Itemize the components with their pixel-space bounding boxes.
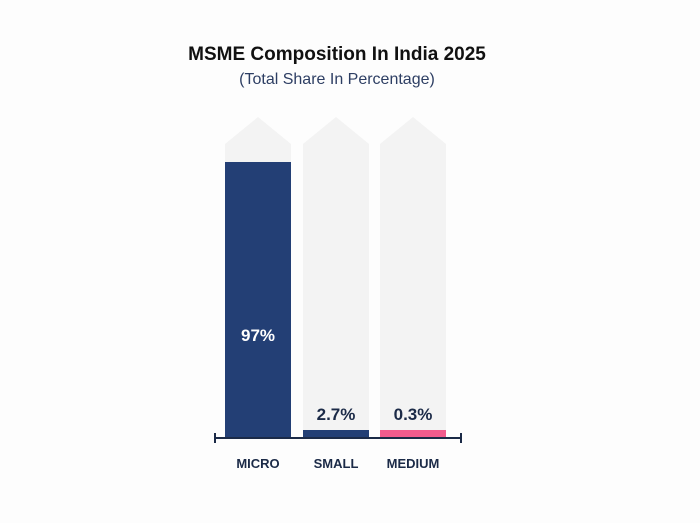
background-arrow <box>380 117 446 438</box>
data-label-micro: 97% <box>241 326 275 345</box>
x-tick-label-small: SMALL <box>314 456 359 471</box>
x-tick-label-micro: MICRO <box>236 456 279 471</box>
bar-small <box>303 430 369 438</box>
data-label-small: 2.7% <box>317 405 356 424</box>
x-tick-label-medium: MEDIUM <box>387 456 440 471</box>
chart-subtitle: (Total Share In Percentage) <box>239 71 435 88</box>
bar-micro <box>225 162 291 438</box>
background-arrow <box>303 117 369 438</box>
data-label-medium: 0.3% <box>394 405 433 424</box>
chart-title: MSME Composition In India 2025 <box>188 44 486 65</box>
bar-medium <box>380 430 446 438</box>
